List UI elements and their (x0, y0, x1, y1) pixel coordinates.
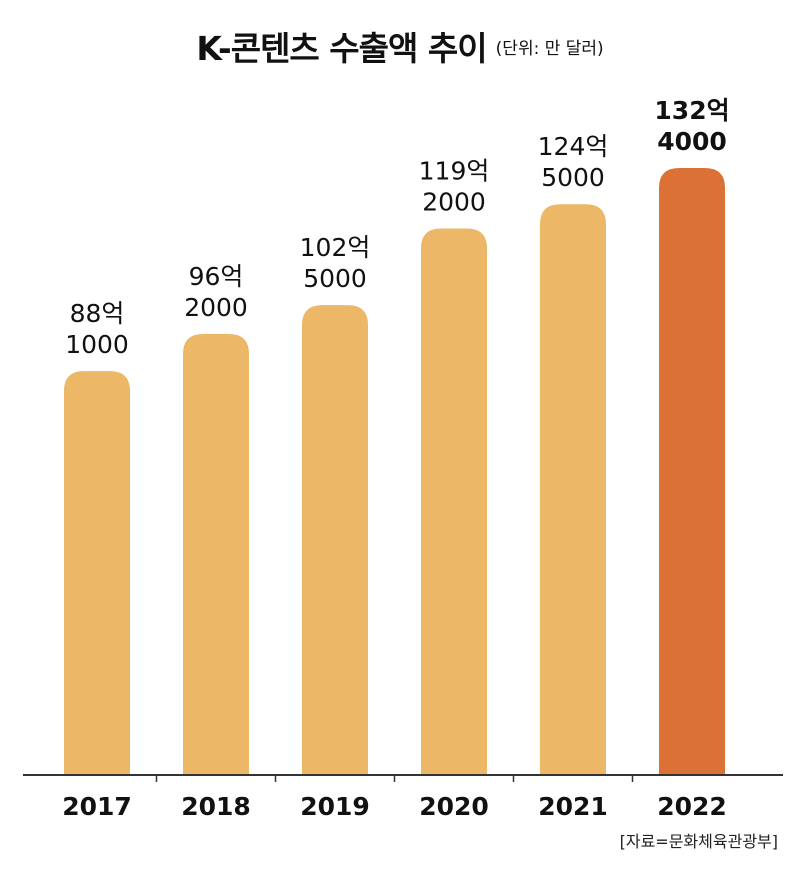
x-tick-label-2017: 2017 (62, 792, 132, 821)
x-tick-label-2020: 2020 (419, 792, 489, 821)
x-tick-label-2021: 2021 (538, 792, 608, 821)
data-label-2017-line2: 1000 (65, 330, 129, 359)
data-label-2019-line2: 5000 (303, 264, 367, 293)
chart-unit-subtitle: (단위: 만 달러) (495, 38, 604, 59)
bar-2022 (659, 168, 725, 775)
x-tick-label-2018: 2018 (181, 792, 251, 821)
bar-2019 (302, 305, 368, 775)
chart-title: K-콘텐츠 수출액 추이 (196, 29, 487, 68)
bar-2021 (540, 204, 606, 776)
data-label-2022-line1: 132억 (654, 96, 729, 125)
data-label-2021-line1: 124억 (538, 132, 609, 161)
bar-2018 (183, 333, 249, 775)
data-label-2022-line2: 4000 (657, 127, 727, 156)
x-tick-label-2019: 2019 (300, 792, 370, 821)
data-label-2017-line1: 88억 (70, 299, 125, 328)
data-label-2020-line1: 119억 (419, 157, 490, 186)
bar-2020 (421, 228, 487, 776)
bar-2017 (64, 371, 130, 775)
data-label-2019-line1: 102억 (300, 233, 371, 262)
chart-title-row: K-콘텐츠 수출액 추이 (단위: 만 달러) (0, 22, 800, 70)
source-note: [자료=문화체육관광부] (619, 832, 778, 851)
x-tick-label-2022: 2022 (657, 792, 727, 821)
data-label-2020-line2: 2000 (422, 188, 486, 217)
data-label-2018-line2: 2000 (184, 293, 248, 322)
data-label-2018-line1: 96억 (189, 262, 244, 291)
data-label-2021-line2: 5000 (541, 163, 605, 192)
